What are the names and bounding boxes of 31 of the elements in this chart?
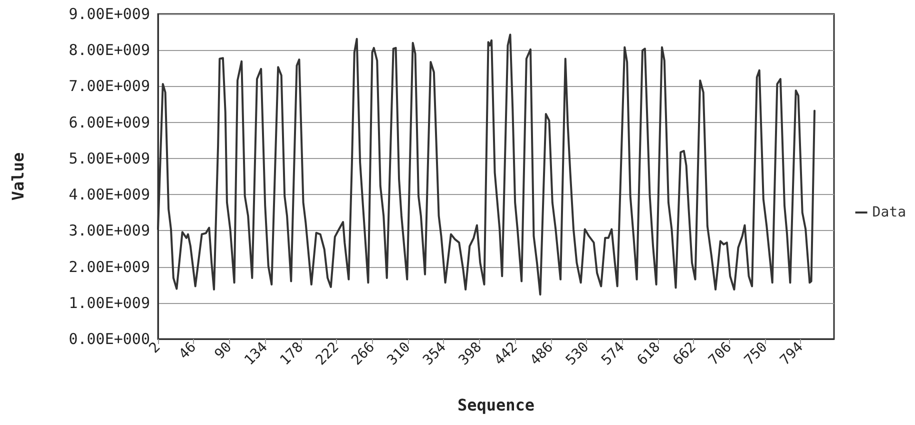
x-tick-label: 618 xyxy=(634,339,664,369)
x-tick-label: 486 xyxy=(527,339,556,369)
x-tick-label: 442 xyxy=(492,339,521,369)
y-tick-label: 9.00E+009 xyxy=(68,5,150,23)
x-tick-label: 134 xyxy=(242,339,271,369)
x-tick-label: 310 xyxy=(384,339,414,369)
y-tick-label: 7.00E+009 xyxy=(68,77,150,96)
y-tick-label: 8.00E+009 xyxy=(68,41,150,60)
x-axis-title: Sequence xyxy=(457,396,535,414)
x-tick-label: 266 xyxy=(348,339,378,369)
y-tick-label: 2.00E+009 xyxy=(68,258,150,276)
y-axis-title: Value xyxy=(8,152,28,201)
y-tick-label: 3.00E+009 xyxy=(68,222,150,240)
x-tick-label: 90 xyxy=(212,339,236,363)
x-tick-label: 178 xyxy=(277,339,306,369)
x-tick-label: 222 xyxy=(313,339,342,369)
legend-label: Data xyxy=(872,204,906,220)
x-tick-label: 46 xyxy=(176,339,200,363)
x-tick-label: 574 xyxy=(598,339,628,369)
x-tick-label: 794 xyxy=(777,339,806,369)
x-tick-label: 398 xyxy=(456,339,486,369)
y-tick-label: 0.00E+000 xyxy=(68,330,150,348)
x-tick-label: 530 xyxy=(562,339,592,369)
y-tick-label: 6.00E+009 xyxy=(68,113,150,132)
y-tick-label: 4.00E+009 xyxy=(68,186,150,204)
y-tick-label: 1.00E+009 xyxy=(68,294,150,312)
x-tick-label: 750 xyxy=(742,339,771,369)
x-tick-label: 354 xyxy=(420,339,450,369)
y-tick-label: 5.00E+009 xyxy=(68,149,150,168)
x-tick-label: 662 xyxy=(670,339,700,369)
x-tick-label: 706 xyxy=(706,339,735,369)
